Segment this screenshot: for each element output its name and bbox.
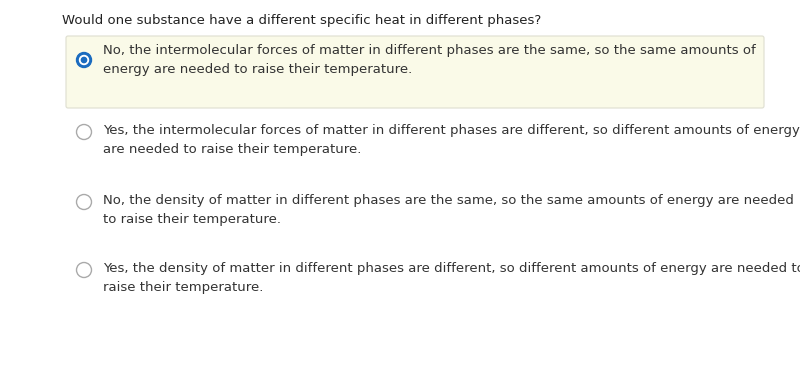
Text: No, the density of matter in different phases are the same, so the same amounts : No, the density of matter in different p… bbox=[103, 194, 794, 226]
Circle shape bbox=[77, 53, 91, 67]
Text: Yes, the intermolecular forces of matter in different phases are different, so d: Yes, the intermolecular forces of matter… bbox=[103, 124, 800, 155]
Text: Would one substance have a different specific heat in different phases?: Would one substance have a different spe… bbox=[62, 14, 542, 27]
Text: No, the intermolecular forces of matter in different phases are the same, so the: No, the intermolecular forces of matter … bbox=[103, 44, 756, 75]
Text: Yes, the density of matter in different phases are different, so different amoun: Yes, the density of matter in different … bbox=[103, 262, 800, 293]
Circle shape bbox=[82, 58, 86, 62]
Circle shape bbox=[79, 56, 89, 64]
FancyBboxPatch shape bbox=[66, 36, 764, 108]
